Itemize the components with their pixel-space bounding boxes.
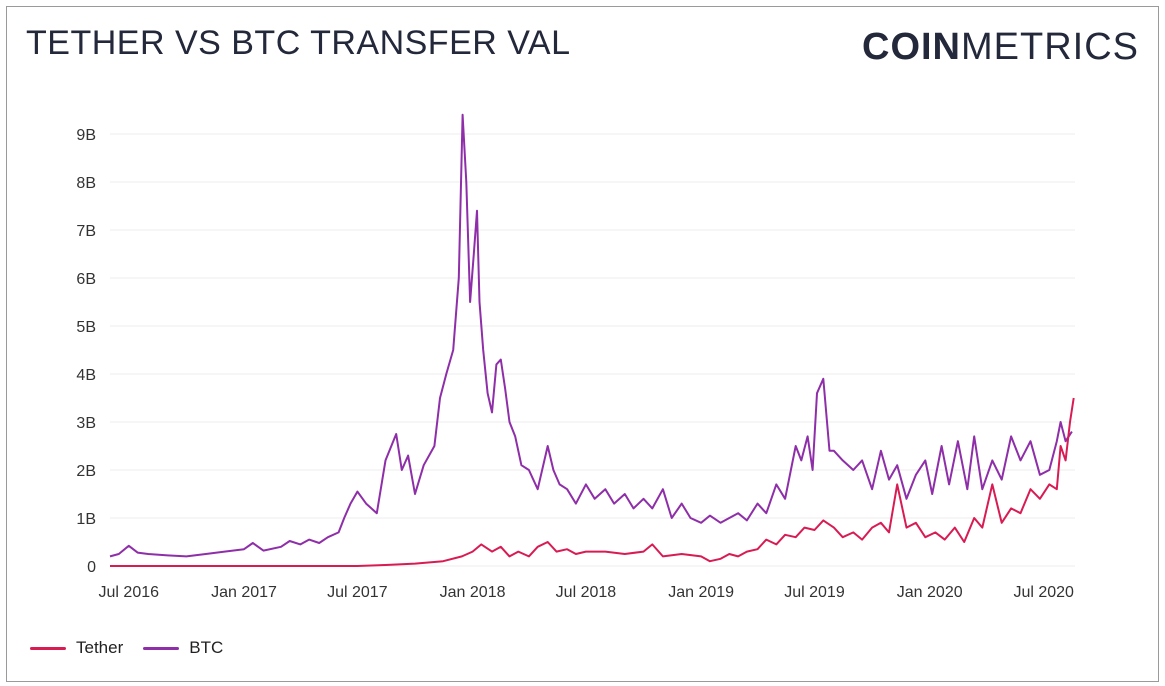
legend-label: BTC: [189, 638, 224, 657]
x-tick-label: Jul 2020: [1013, 584, 1074, 601]
legend-item-tether[interactable]: Tether: [30, 638, 123, 658]
legend-item-btc[interactable]: BTC: [143, 638, 223, 658]
y-tick-label: 5B: [76, 319, 96, 336]
y-tick-label: 6B: [76, 271, 96, 288]
series-lines: [109, 113, 1075, 567]
x-tick-label: Jul 2018: [556, 584, 617, 601]
y-tick-label: 9B: [76, 127, 96, 144]
y-tick-label: 1B: [76, 511, 96, 528]
y-tick-label: 2B: [76, 463, 96, 480]
chart-title: TETHER VS BTC TRANSFER VAL: [26, 24, 571, 62]
logo-part-metrics: METRICS: [961, 26, 1139, 68]
series-line-tether: [110, 397, 1075, 567]
logo-part-coin: COIN: [862, 26, 961, 68]
y-tick-label: 0: [87, 559, 96, 576]
x-tick-label: Jan 2019: [668, 584, 734, 601]
gridlines: [110, 133, 1075, 567]
x-tick-label: Jul 2019: [784, 584, 845, 601]
legend-label: Tether: [76, 638, 124, 657]
x-tick-label: Jan 2018: [440, 584, 506, 601]
y-tick-label: 3B: [76, 415, 96, 432]
legend-swatch: [30, 646, 66, 650]
chart-frame: [6, 6, 1159, 682]
legend-swatch: [143, 646, 180, 650]
y-axis: 0 1B 2B 3B 4B 5B 6B 7B 8B 9B: [76, 127, 96, 576]
series-line-btc: [109, 113, 1073, 558]
x-tick-label: Jul 2016: [99, 584, 160, 601]
x-axis: Jul 2016 Jan 2017 Jul 2017 Jan 2018 Jul 2018…: [99, 584, 1074, 601]
x-tick-label: Jan 2020: [897, 584, 963, 601]
x-tick-label: Jan 2017: [211, 584, 277, 601]
x-tick-label: Jul 2017: [327, 584, 388, 601]
y-tick-label: 7B: [76, 223, 96, 240]
coinmetrics-logo: COINMETRICS: [862, 26, 1139, 69]
legend: Tether BTC: [30, 638, 243, 658]
y-tick-label: 8B: [76, 175, 96, 192]
y-tick-label: 4B: [76, 367, 96, 384]
